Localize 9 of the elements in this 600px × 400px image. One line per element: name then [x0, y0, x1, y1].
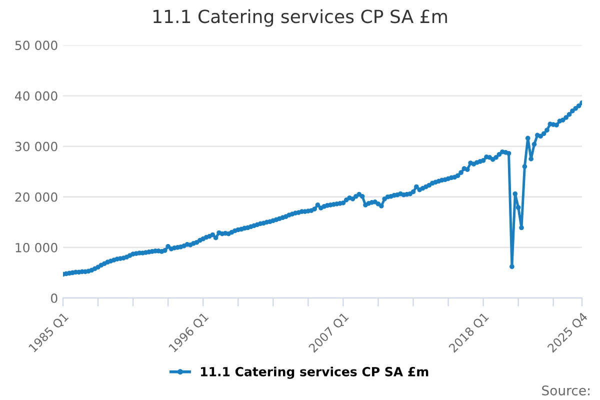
- chart-title: 11.1 Catering services CP SA £m: [154, 9, 447, 27]
- y-tick-label: 0: [51, 293, 58, 303]
- y-tick-label: 10 000: [16, 242, 58, 252]
- legend-label: 11.1 Catering services CP SA £m: [201, 366, 428, 379]
- y-tick-label: 20 000: [15, 192, 58, 202]
- y-tick-label: 50 000: [15, 40, 58, 50]
- y-tick-label: 30 000: [15, 142, 58, 152]
- y-tick-label: 40 000: [15, 91, 58, 101]
- source-note: Source:: [542, 385, 590, 396]
